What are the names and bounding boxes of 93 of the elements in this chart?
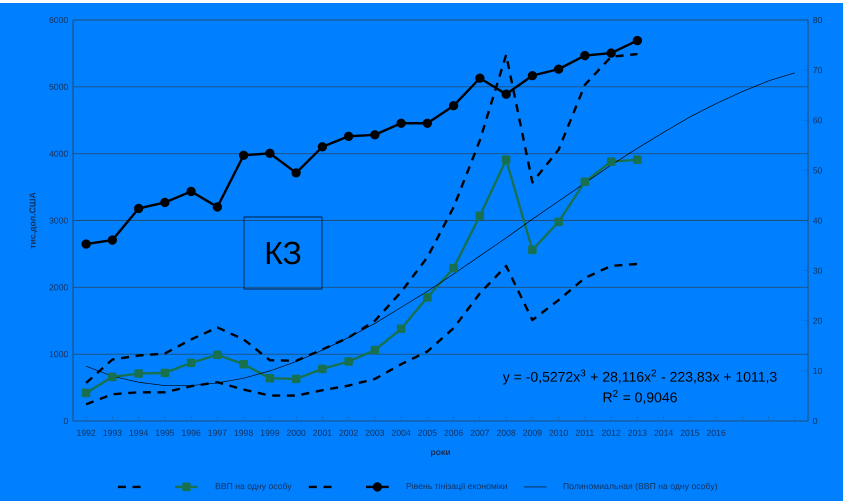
y-tick-label: 1000 bbox=[50, 351, 68, 358]
point bbox=[344, 357, 353, 366]
x-tick-label: 2008 bbox=[496, 430, 516, 436]
point bbox=[81, 239, 91, 249]
point bbox=[134, 369, 143, 378]
x-tick-label: 2003 bbox=[366, 430, 384, 436]
x-tick-label: 2009 bbox=[523, 430, 542, 436]
y-tick-label: 6000 bbox=[49, 16, 68, 24]
point bbox=[265, 148, 275, 158]
y2-tick-label: 50 bbox=[813, 167, 822, 174]
x-tick-label: 1992 bbox=[77, 430, 96, 436]
x-tick-label: 1997 bbox=[208, 430, 227, 436]
y-tick-label: 2000 bbox=[49, 284, 68, 290]
x-tick-label: 1998 bbox=[234, 430, 253, 436]
x-tick-label: 2013 bbox=[628, 430, 647, 436]
y2-tick-label: 30 bbox=[813, 268, 822, 274]
x-tick-label: 1996 bbox=[182, 430, 200, 436]
point bbox=[449, 264, 458, 272]
x-tick-label: 2010 bbox=[549, 430, 568, 436]
x-tick-label: 2007 bbox=[470, 430, 490, 436]
x-tick-label: 2001 bbox=[313, 430, 332, 436]
y2-tick-label: 60 bbox=[813, 117, 822, 124]
x-tick-label: 1994 bbox=[130, 430, 148, 436]
y-tick-label: 4000 bbox=[49, 150, 68, 157]
point bbox=[134, 204, 144, 214]
point bbox=[239, 360, 248, 368]
point bbox=[108, 235, 118, 245]
point bbox=[475, 73, 485, 83]
y2-tick-label: 0 bbox=[813, 418, 818, 424]
x-tick-label: 1995 bbox=[156, 430, 174, 436]
point bbox=[423, 293, 432, 302]
point bbox=[344, 132, 354, 141]
point bbox=[291, 168, 301, 178]
point bbox=[82, 388, 90, 398]
point bbox=[318, 364, 327, 374]
legend-label: Полиномиальная (ВВП на одну особу) bbox=[564, 482, 717, 491]
annotation: R$^{2}$ = 0,9046 bbox=[604, 390, 677, 404]
y2-tick-label: 20 bbox=[813, 318, 822, 324]
y-tick-label: 5000 bbox=[49, 84, 68, 90]
y2-tick-label: 70 bbox=[813, 67, 822, 74]
point bbox=[160, 368, 170, 378]
legend-label: Рівень тінізації економіки bbox=[406, 482, 507, 491]
point bbox=[580, 177, 590, 186]
x-tick-label: 2002 bbox=[339, 430, 358, 436]
point bbox=[554, 218, 563, 226]
point bbox=[422, 118, 432, 128]
point bbox=[554, 64, 564, 74]
annotation: y = -0,5272x$^{3}$ + 28,116x$^{2}$ - 223,83x + 1011,3 bbox=[502, 369, 777, 385]
point bbox=[448, 101, 458, 110]
x-tick-label: 2000 bbox=[286, 430, 306, 436]
point bbox=[396, 324, 406, 334]
point bbox=[370, 130, 380, 140]
point bbox=[266, 374, 274, 382]
x-tick-label: 2015 bbox=[680, 430, 700, 436]
point bbox=[476, 212, 484, 220]
x-tick-label: 2005 bbox=[418, 430, 437, 436]
point bbox=[632, 36, 642, 46]
x-tick-label: 1993 bbox=[103, 430, 122, 436]
point bbox=[633, 155, 642, 164]
legend-label: ВВП на одну особу bbox=[216, 482, 292, 491]
y-tick-label: 0 bbox=[64, 418, 68, 424]
y2-tick-label: 10 bbox=[813, 368, 822, 374]
point bbox=[501, 90, 511, 99]
point bbox=[528, 246, 537, 254]
y2-tick-label: 40 bbox=[812, 217, 822, 224]
point bbox=[186, 186, 196, 196]
x-tick-label: 2011 bbox=[576, 430, 594, 436]
point bbox=[606, 48, 616, 58]
point bbox=[528, 70, 538, 80]
x-tick-label: 2012 bbox=[602, 430, 620, 436]
point bbox=[502, 155, 510, 164]
y-axis-title: тис.дол.США bbox=[29, 192, 38, 249]
point bbox=[186, 358, 196, 368]
y2-tick-label: 80 bbox=[813, 16, 822, 24]
annotation: КЗ bbox=[266, 242, 300, 264]
point bbox=[606, 157, 616, 166]
x-tick-label: 1999 bbox=[260, 430, 280, 436]
point bbox=[212, 202, 222, 212]
point bbox=[160, 198, 170, 208]
point bbox=[238, 150, 248, 160]
point bbox=[213, 350, 222, 360]
x-axis-title: роки bbox=[430, 450, 450, 457]
point bbox=[396, 118, 406, 128]
point bbox=[108, 372, 117, 382]
point bbox=[370, 346, 380, 354]
x-tick-label: 2016 bbox=[706, 430, 726, 436]
x-tick-label: 2004 bbox=[392, 430, 411, 436]
point bbox=[580, 50, 590, 60]
x-tick-label: 2006 bbox=[444, 430, 463, 436]
y-tick-label: 3000 bbox=[49, 217, 68, 224]
point bbox=[292, 374, 300, 384]
point bbox=[318, 142, 328, 152]
x-tick-label: 2014 bbox=[654, 430, 674, 436]
